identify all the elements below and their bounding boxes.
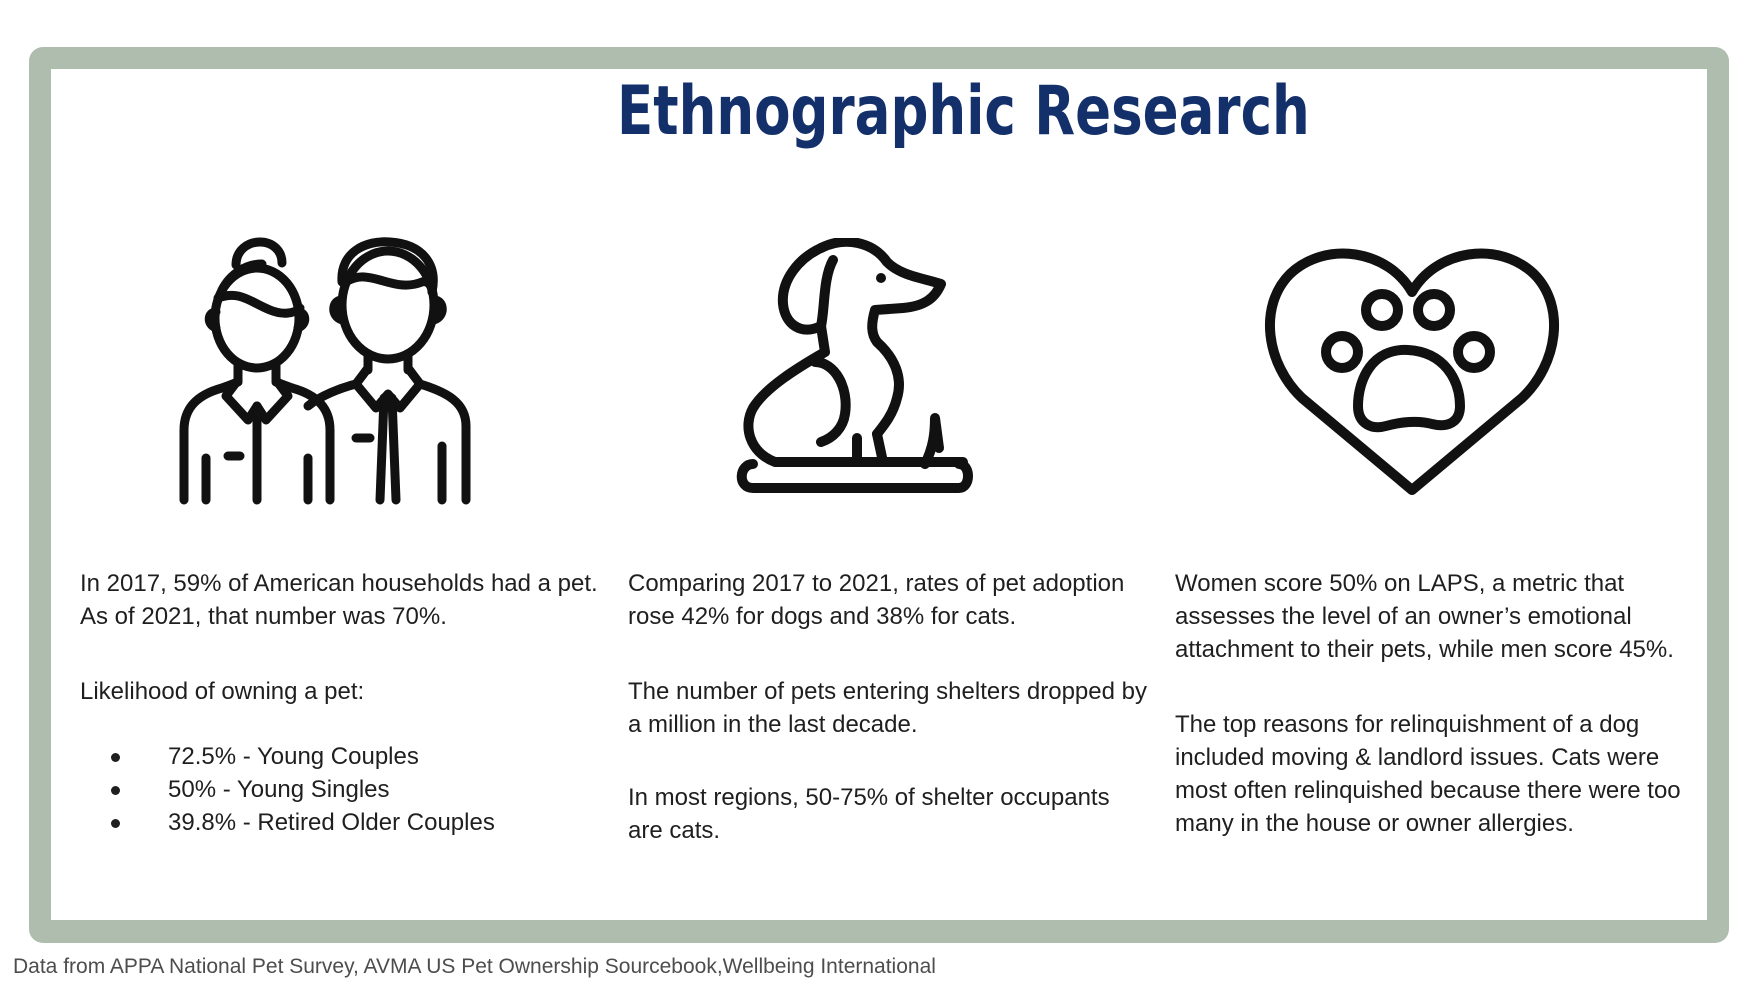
couple-icon <box>179 237 471 505</box>
heart-paw-icon <box>1265 248 1559 495</box>
shelter-intake-paragraph: The number of pets entering shelters dro… <box>628 678 1147 738</box>
dog-icon <box>736 238 973 493</box>
likelihood-list: 72.5% - Young Couples 50% - Young Single… <box>80 740 620 839</box>
bullet-dot-icon <box>111 753 120 762</box>
bullet-dot-icon <box>111 786 120 795</box>
column-households: In 2017, 59% of American households had … <box>80 567 620 839</box>
column-adoption: Comparing 2017 to 2021, rates of pet ado… <box>628 567 1148 847</box>
page-title: Ethnographic Research <box>617 72 1310 151</box>
likelihood-heading: Likelihood of owning a pet: <box>80 678 365 705</box>
adoption-paragraph: Comparing 2017 to 2021, rates of pet ado… <box>628 570 1125 630</box>
laps-paragraph: Women score 50% on LAPS, a metric that a… <box>1175 570 1674 663</box>
column-attachment: Women score 50% on LAPS, a metric that a… <box>1175 567 1695 840</box>
shelter-cats-paragraph: In most regions, 50-75% of shelter occup… <box>628 784 1110 844</box>
relinquishment-paragraph: The top reasons for relinquishment of a … <box>1175 711 1681 837</box>
list-item: 39.8% - Retired Older Couples <box>80 806 620 839</box>
source-footnote: Data from APPA National Pet Survey, AVMA… <box>13 955 936 978</box>
households-paragraph: In 2017, 59% of American households had … <box>80 570 598 630</box>
bullet-dot-icon <box>111 819 120 828</box>
list-item: 72.5% - Young Couples <box>80 740 620 773</box>
list-item: 50% - Young Singles <box>80 773 620 806</box>
